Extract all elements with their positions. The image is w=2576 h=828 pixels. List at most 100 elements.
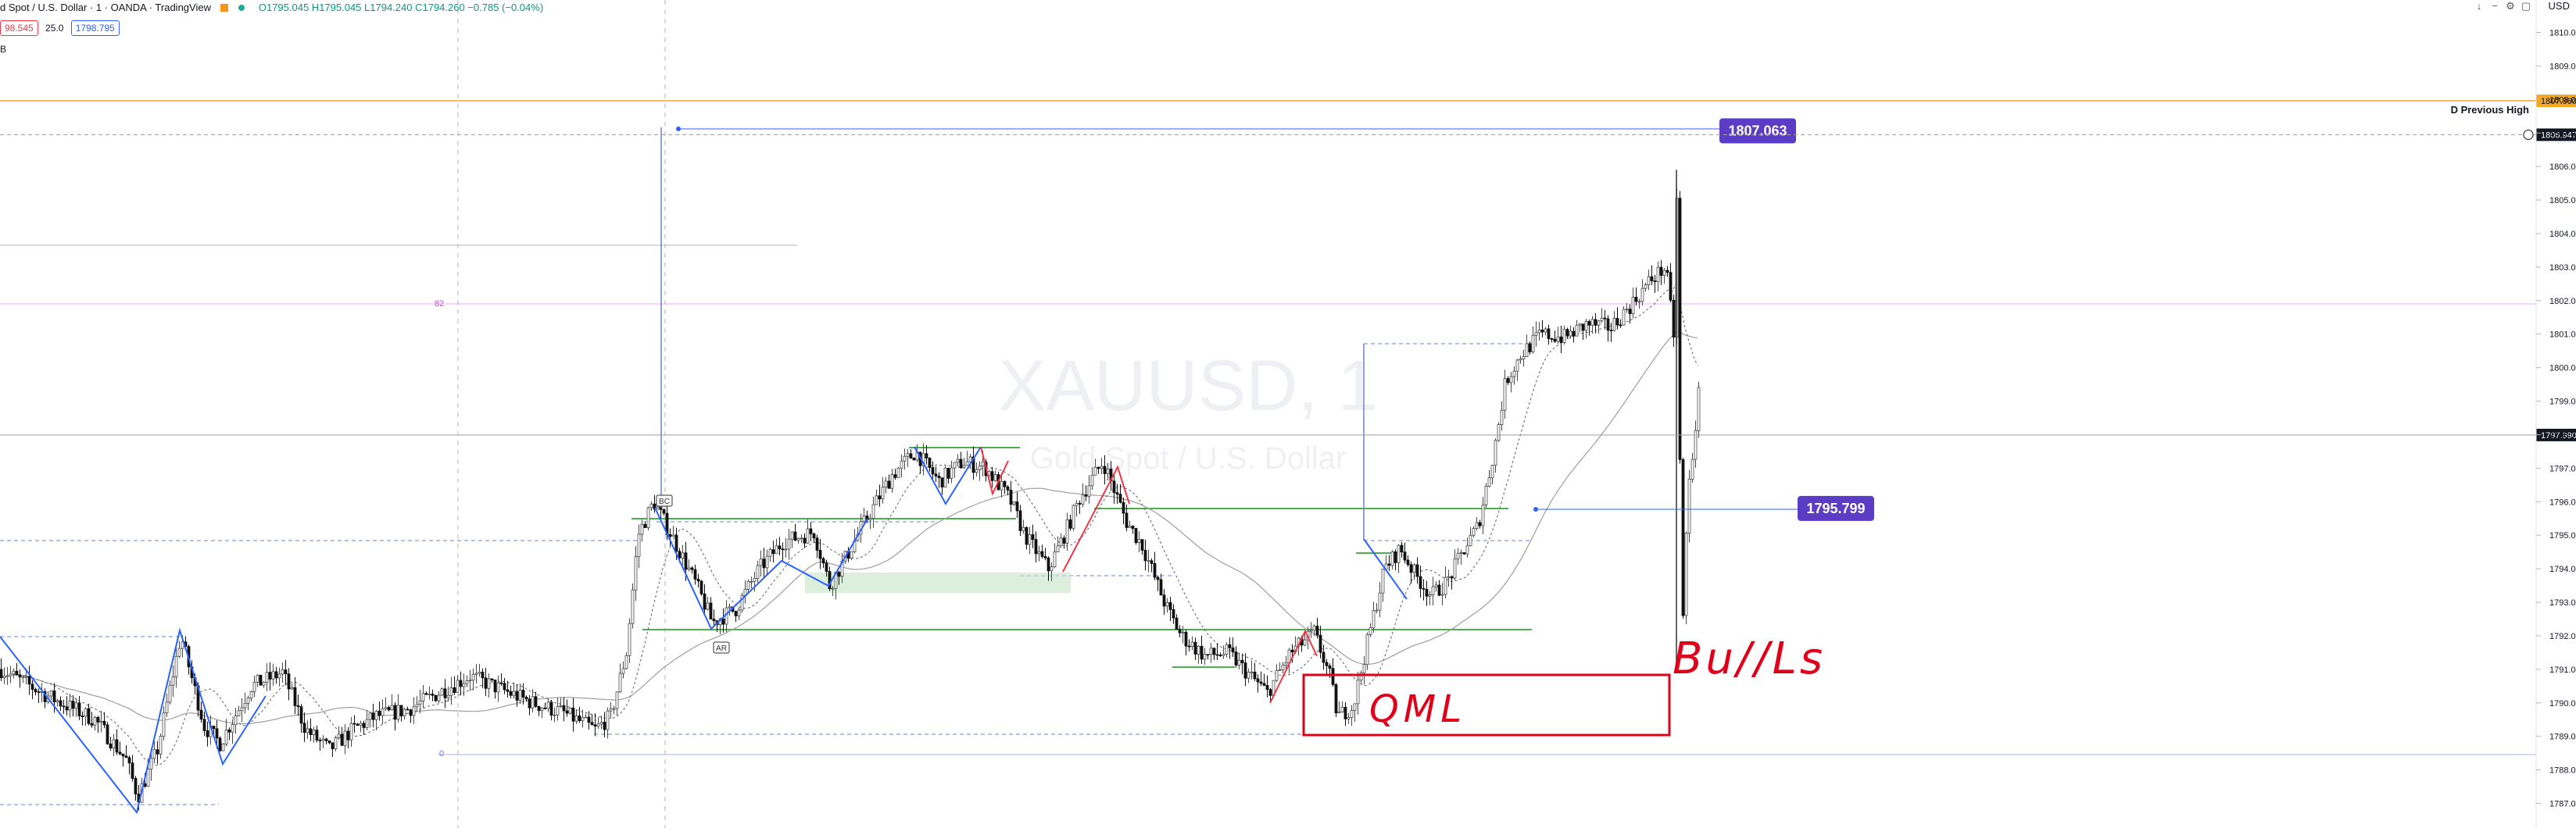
- candle: [96, 716, 100, 733]
- candle: [1209, 642, 1213, 663]
- candle: [240, 698, 244, 723]
- price-tick-label: 1808.000: [2549, 95, 2576, 105]
- candle: [868, 513, 872, 530]
- candle: [1559, 325, 1563, 353]
- candle: [978, 461, 982, 481]
- candle: [1440, 583, 1444, 605]
- candle: [1159, 573, 1163, 596]
- candle: [87, 704, 91, 726]
- candle: [74, 698, 78, 717]
- candle: [43, 688, 47, 708]
- candle: [1572, 327, 1576, 343]
- candle: [574, 709, 578, 724]
- candle: [962, 457, 966, 469]
- arrow-down-icon[interactable]: ↓: [2476, 0, 2482, 12]
- previous-high-tag-text: 1807.960: [2541, 97, 2576, 106]
- candle: [487, 673, 491, 698]
- candle: [377, 701, 381, 721]
- candle: [1544, 327, 1547, 336]
- callout-high-badge[interactable]: [1719, 118, 1796, 144]
- candle: [1059, 533, 1063, 548]
- candle: [1043, 548, 1047, 561]
- qml-box[interactable]: [1302, 673, 1671, 737]
- watermark-description: Gold Spot / U.S. Dollar: [1030, 441, 1347, 476]
- candle: [1131, 525, 1135, 534]
- price-axis[interactable]: 1787.000 1788.000 1789.000 1790.000 1791.000…: [2536, 28, 2576, 809]
- candle: [1093, 459, 1097, 476]
- currency-label[interactable]: USD: [2548, 0, 2570, 12]
- fullscreen-icon[interactable]: ▢: [2521, 0, 2531, 12]
- candle: [800, 534, 803, 544]
- candle: [928, 457, 932, 472]
- candle: [1353, 703, 1357, 723]
- indicator-label: B: [0, 44, 7, 55]
- candle: [1550, 337, 1554, 343]
- candle: [227, 727, 231, 741]
- candle: [218, 736, 222, 752]
- price-tick-label: 1792.000: [2549, 632, 2576, 641]
- callout-mid-badge[interactable]: [1798, 495, 1874, 521]
- candle: [1281, 662, 1285, 674]
- trade-badges: 98.545 25.0 1798.795: [0, 20, 124, 36]
- candle: [881, 476, 885, 504]
- candle: [934, 466, 938, 482]
- candle: [493, 680, 497, 699]
- candle: [1106, 462, 1110, 481]
- candle: [943, 466, 947, 487]
- candle: [1046, 556, 1050, 581]
- candle: [37, 688, 41, 703]
- candle: [224, 719, 228, 747]
- candle: [368, 712, 372, 728]
- minus-icon[interactable]: −: [2492, 0, 2498, 12]
- candle: [871, 496, 875, 528]
- candle: [71, 694, 75, 717]
- candle: [93, 716, 97, 731]
- candle: [80, 711, 84, 726]
- candle: [337, 726, 341, 741]
- candle: [318, 737, 322, 751]
- candle: [1472, 526, 1476, 537]
- zigzag-red-1: [980, 446, 1009, 496]
- candle: [587, 711, 591, 730]
- candle: [302, 712, 306, 742]
- candle: [1040, 544, 1044, 559]
- candle: [334, 735, 338, 751]
- candle: [1256, 674, 1260, 693]
- target-icon[interactable]: [2523, 129, 2534, 140]
- candle: [1640, 279, 1644, 306]
- symbol-title[interactable]: d Spot / U.S. Dollar · 1 · OANDA · Tradi…: [0, 2, 211, 13]
- candle: [753, 572, 757, 592]
- buy-button[interactable]: 1798.795: [70, 20, 120, 36]
- candle: [55, 698, 59, 707]
- settings-icon[interactable]: ⚙: [2506, 0, 2515, 12]
- candle: [1143, 539, 1147, 571]
- candle: [1312, 624, 1316, 637]
- candle: [703, 584, 707, 614]
- candle: [1631, 287, 1635, 319]
- candle: [321, 735, 325, 748]
- candle: [1422, 579, 1426, 601]
- candle: [1603, 309, 1607, 330]
- sell-button[interactable]: 98.545: [0, 20, 38, 36]
- candle: [1562, 325, 1566, 344]
- candle: [1037, 545, 1041, 562]
- candle: [1553, 330, 1557, 344]
- price-tick-label: 1803.000: [2549, 263, 2576, 273]
- candle: [812, 532, 816, 543]
- candle: [1434, 581, 1438, 592]
- candle: [706, 596, 710, 611]
- candle: [1012, 501, 1016, 506]
- candle: [1315, 617, 1319, 639]
- candle: [993, 470, 997, 482]
- candle: [343, 724, 347, 755]
- chart-header: d Spot / U.S. Dollar · 1 · OANDA · Tradi…: [0, 2, 543, 13]
- candle: [1365, 632, 1369, 670]
- candle: [1515, 359, 1519, 381]
- candle: [599, 715, 603, 730]
- candle: [1228, 637, 1232, 659]
- demand-zone: [805, 573, 1071, 593]
- candle: [1478, 519, 1482, 529]
- candle: [837, 570, 841, 585]
- candle: [165, 693, 169, 717]
